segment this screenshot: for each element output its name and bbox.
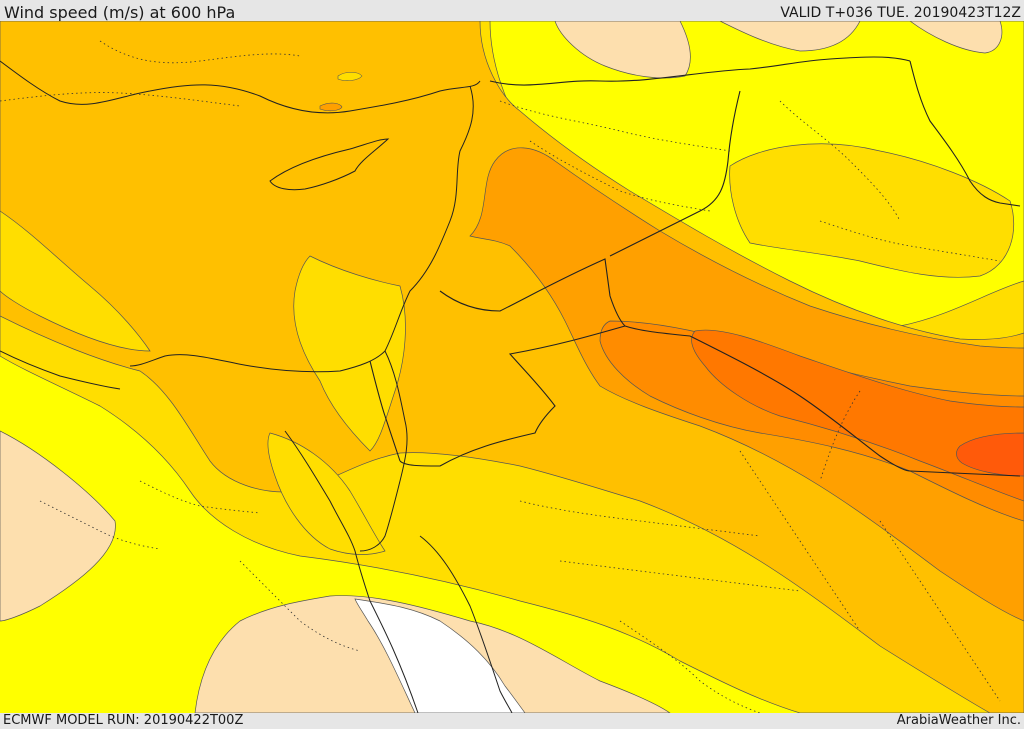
valid-time-label: VALID T+036 TUE. 20190423T12Z — [780, 5, 1021, 21]
wind-band-mid-high — [0, 21, 1024, 713]
wind-band-lowest-north-3b — [909, 21, 1003, 54]
credit-label: ArabiaWeather Inc. — [896, 713, 1021, 728]
model-run-label: ECMWF MODEL RUN: 20190422T00Z — [3, 713, 244, 728]
province-boundaries — [0, 40, 1001, 713]
wind-band-mid-sinai — [267, 432, 386, 555]
country-borders — [369, 56, 1021, 477]
wind-band-mid-northeast-patch — [729, 143, 1014, 278]
wind-band-patch-turkey — [337, 71, 363, 81]
wind-band-mid-levant — [293, 255, 406, 452]
wind-speed-map — [0, 21, 1024, 713]
wind-band-mid-turkey-east — [0, 210, 151, 352]
title-bar: Wind speed (m/s) at 600 hPa VALID T+036 … — [0, 0, 1024, 22]
wind-band-lowest-north-1b — [554, 21, 691, 79]
map-title: Wind speed (m/s) at 600 hPa — [4, 3, 236, 22]
red-sea-white-area — [354, 598, 526, 713]
coastlines — [0, 60, 513, 713]
wind-band-peak — [956, 432, 1024, 477]
wind-band-lowest-north-2b — [719, 21, 861, 52]
wind-band-lowest-west — [0, 430, 116, 622]
wind-band-patch-cyprus — [319, 102, 343, 112]
wind-band-highest — [691, 329, 1024, 502]
footer-bar: ECMWF MODEL RUN: 20190422T00Z ArabiaWeat… — [0, 713, 1024, 729]
